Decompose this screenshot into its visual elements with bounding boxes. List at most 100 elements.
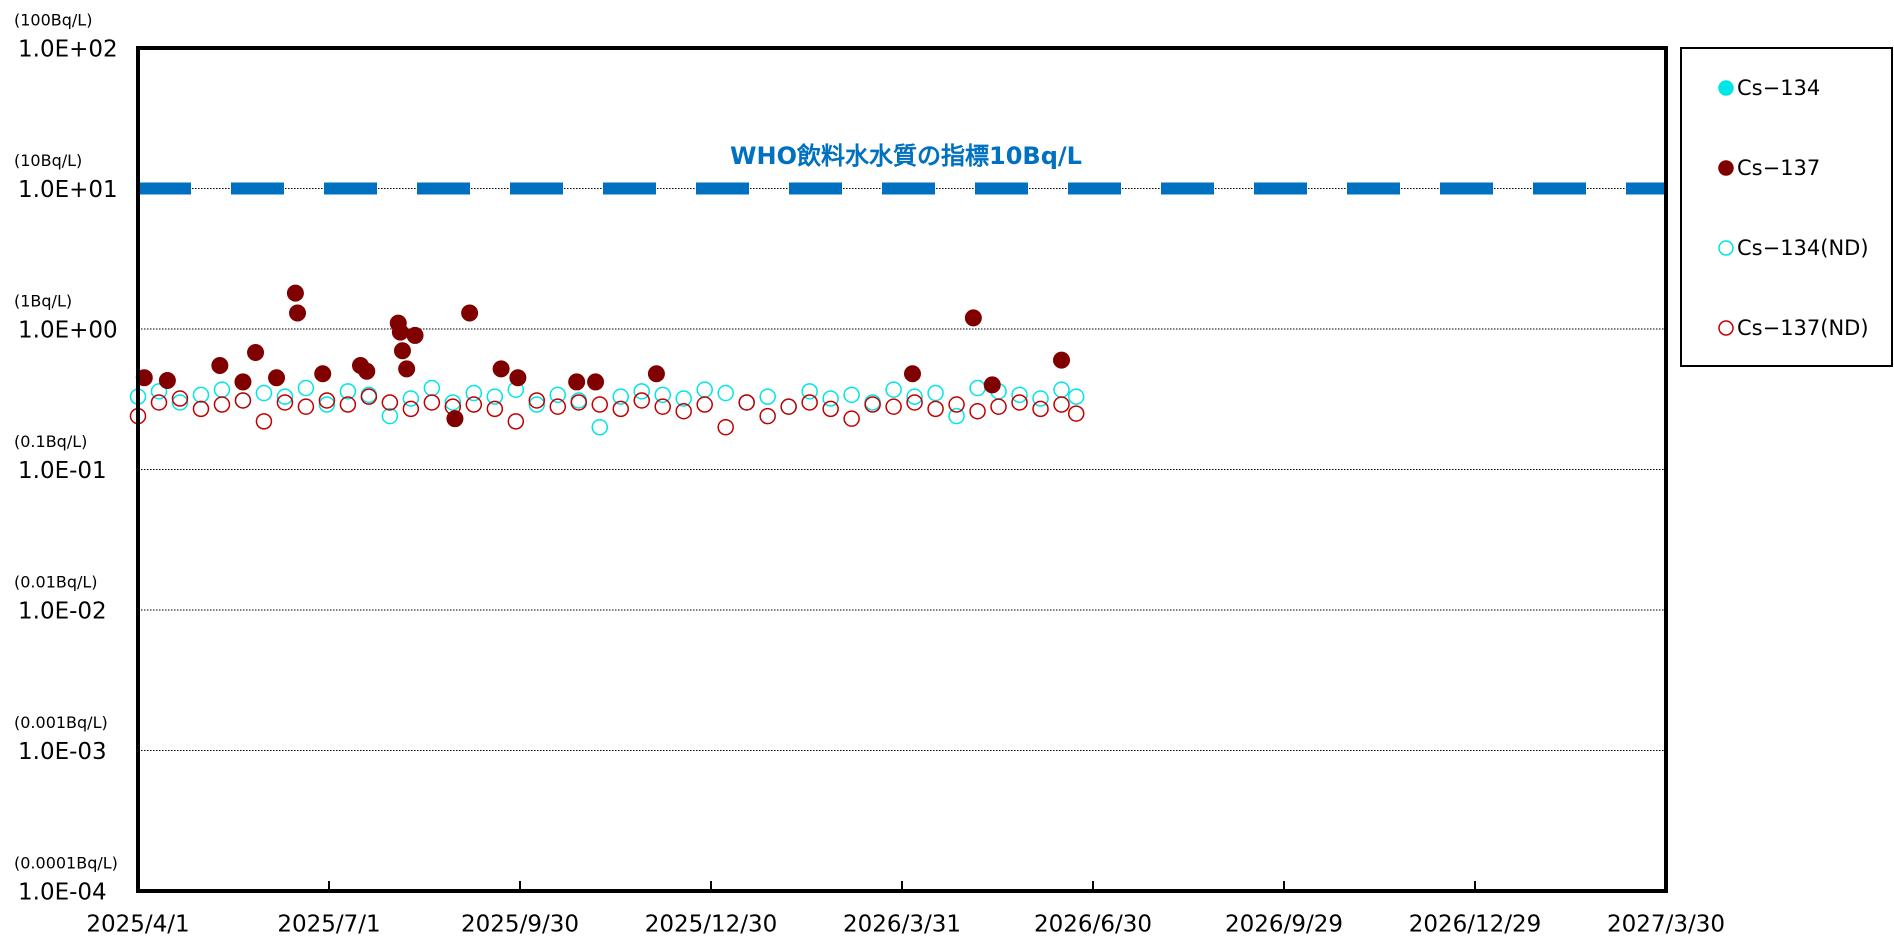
data-point: [255, 413, 273, 430]
legend-label: Cs−134: [1737, 76, 1820, 100]
data-point: [423, 394, 441, 411]
data-point: [780, 398, 797, 415]
legend-marker: [1718, 160, 1734, 176]
legend-marker: [1718, 320, 1734, 336]
data-point: [358, 362, 376, 380]
data-point: [286, 284, 304, 302]
data-point: [234, 392, 252, 409]
data-point: [675, 390, 692, 407]
data-point: [213, 396, 231, 413]
data-point: [612, 400, 629, 418]
data-point: [964, 309, 982, 327]
data-point: [1067, 405, 1085, 422]
data-point: [801, 394, 818, 411]
x-tick-label: 2026/12/29: [1409, 912, 1542, 937]
data-point: [1067, 388, 1085, 405]
data-point: [461, 304, 479, 322]
data-point: [549, 398, 567, 415]
data-point: [192, 400, 210, 418]
y-tick-unit: (0.0001Bq/L): [14, 854, 118, 873]
x-tick-label: 2025/7/1: [277, 912, 380, 937]
data-point: [675, 402, 692, 420]
data-point: [1053, 381, 1070, 398]
data-point: [158, 371, 176, 389]
data-point: [1032, 400, 1049, 418]
data-point: [570, 394, 588, 411]
data-point: [927, 400, 944, 418]
data-point: [360, 388, 378, 405]
data-point: [509, 369, 527, 387]
data-point: [318, 392, 336, 409]
data-point: [885, 381, 902, 398]
data-point: [211, 356, 229, 374]
data-point: [696, 381, 713, 398]
data-point: [402, 400, 420, 418]
data-point: [393, 342, 411, 360]
data-point: [406, 326, 424, 344]
x-tick-label: 2026/6/30: [1034, 912, 1152, 937]
data-point: [268, 369, 286, 387]
data-point: [587, 373, 605, 391]
data-point: [647, 365, 665, 383]
data-point: [801, 383, 818, 400]
y-tick-label: 1.0E-04: [18, 880, 107, 906]
data-point: [444, 394, 462, 411]
data-point: [1053, 396, 1070, 413]
y-tick-unit: (0.1Bq/L): [14, 432, 87, 451]
data-point: [297, 398, 315, 415]
data-point: [381, 407, 399, 425]
data-point: [423, 379, 441, 397]
data-point: [948, 396, 965, 413]
data-point: [171, 390, 189, 407]
data-point: [446, 410, 464, 428]
data-point: [486, 400, 504, 418]
y-tick-unit: (100Bq/L): [14, 11, 92, 30]
y-tick-label: 1.0E-03: [18, 739, 107, 765]
y-tick-label: 1.0E-02: [18, 599, 107, 625]
data-point: [969, 402, 986, 420]
y-tick-unit: (1Bq/L): [14, 292, 72, 311]
legend-label: Cs−134(ND): [1737, 236, 1869, 260]
data-point: [150, 394, 168, 411]
y-tick-label: 1.0E-01: [18, 458, 107, 484]
legend-label: Cs−137: [1737, 156, 1820, 180]
data-point: [492, 360, 510, 378]
data-point: [486, 388, 504, 405]
data-point: [528, 396, 546, 413]
data-point: [1011, 386, 1028, 404]
data-point: [1011, 394, 1028, 411]
x-tick-label: 2025/9/30: [461, 912, 579, 937]
data-point: [983, 376, 1001, 394]
y-tick-unit: (10Bq/L): [14, 151, 82, 170]
data-point: [738, 394, 755, 411]
data-point: [633, 383, 650, 400]
data-point: [297, 379, 315, 397]
x-tick-label: 2026/3/31: [843, 912, 961, 937]
data-point: [927, 384, 944, 402]
data-point: [465, 396, 483, 413]
data-point: [759, 388, 776, 405]
data-point: [654, 386, 671, 404]
data-point: [864, 396, 881, 413]
data-point: [969, 379, 986, 397]
data-point: [465, 384, 483, 402]
data-point: [990, 398, 1007, 415]
data-point: [948, 407, 965, 425]
data-point: [885, 398, 902, 415]
legend-box: [1680, 47, 1893, 367]
data-point: [1032, 390, 1049, 407]
data-point: [234, 373, 252, 391]
data-point: [759, 407, 776, 425]
data-point: [843, 410, 860, 427]
data-point: [591, 418, 609, 436]
data-point: [391, 323, 409, 341]
data-point: [398, 360, 416, 378]
legend-marker: [1718, 240, 1734, 256]
y-tick-unit: (0.001Bq/L): [14, 713, 108, 732]
data-point: [612, 388, 629, 405]
y-tick-label: 1.0E+01: [18, 177, 118, 203]
data-point: [568, 373, 586, 391]
x-tick-label: 2027/3/30: [1607, 912, 1725, 937]
data-point: [822, 390, 839, 407]
